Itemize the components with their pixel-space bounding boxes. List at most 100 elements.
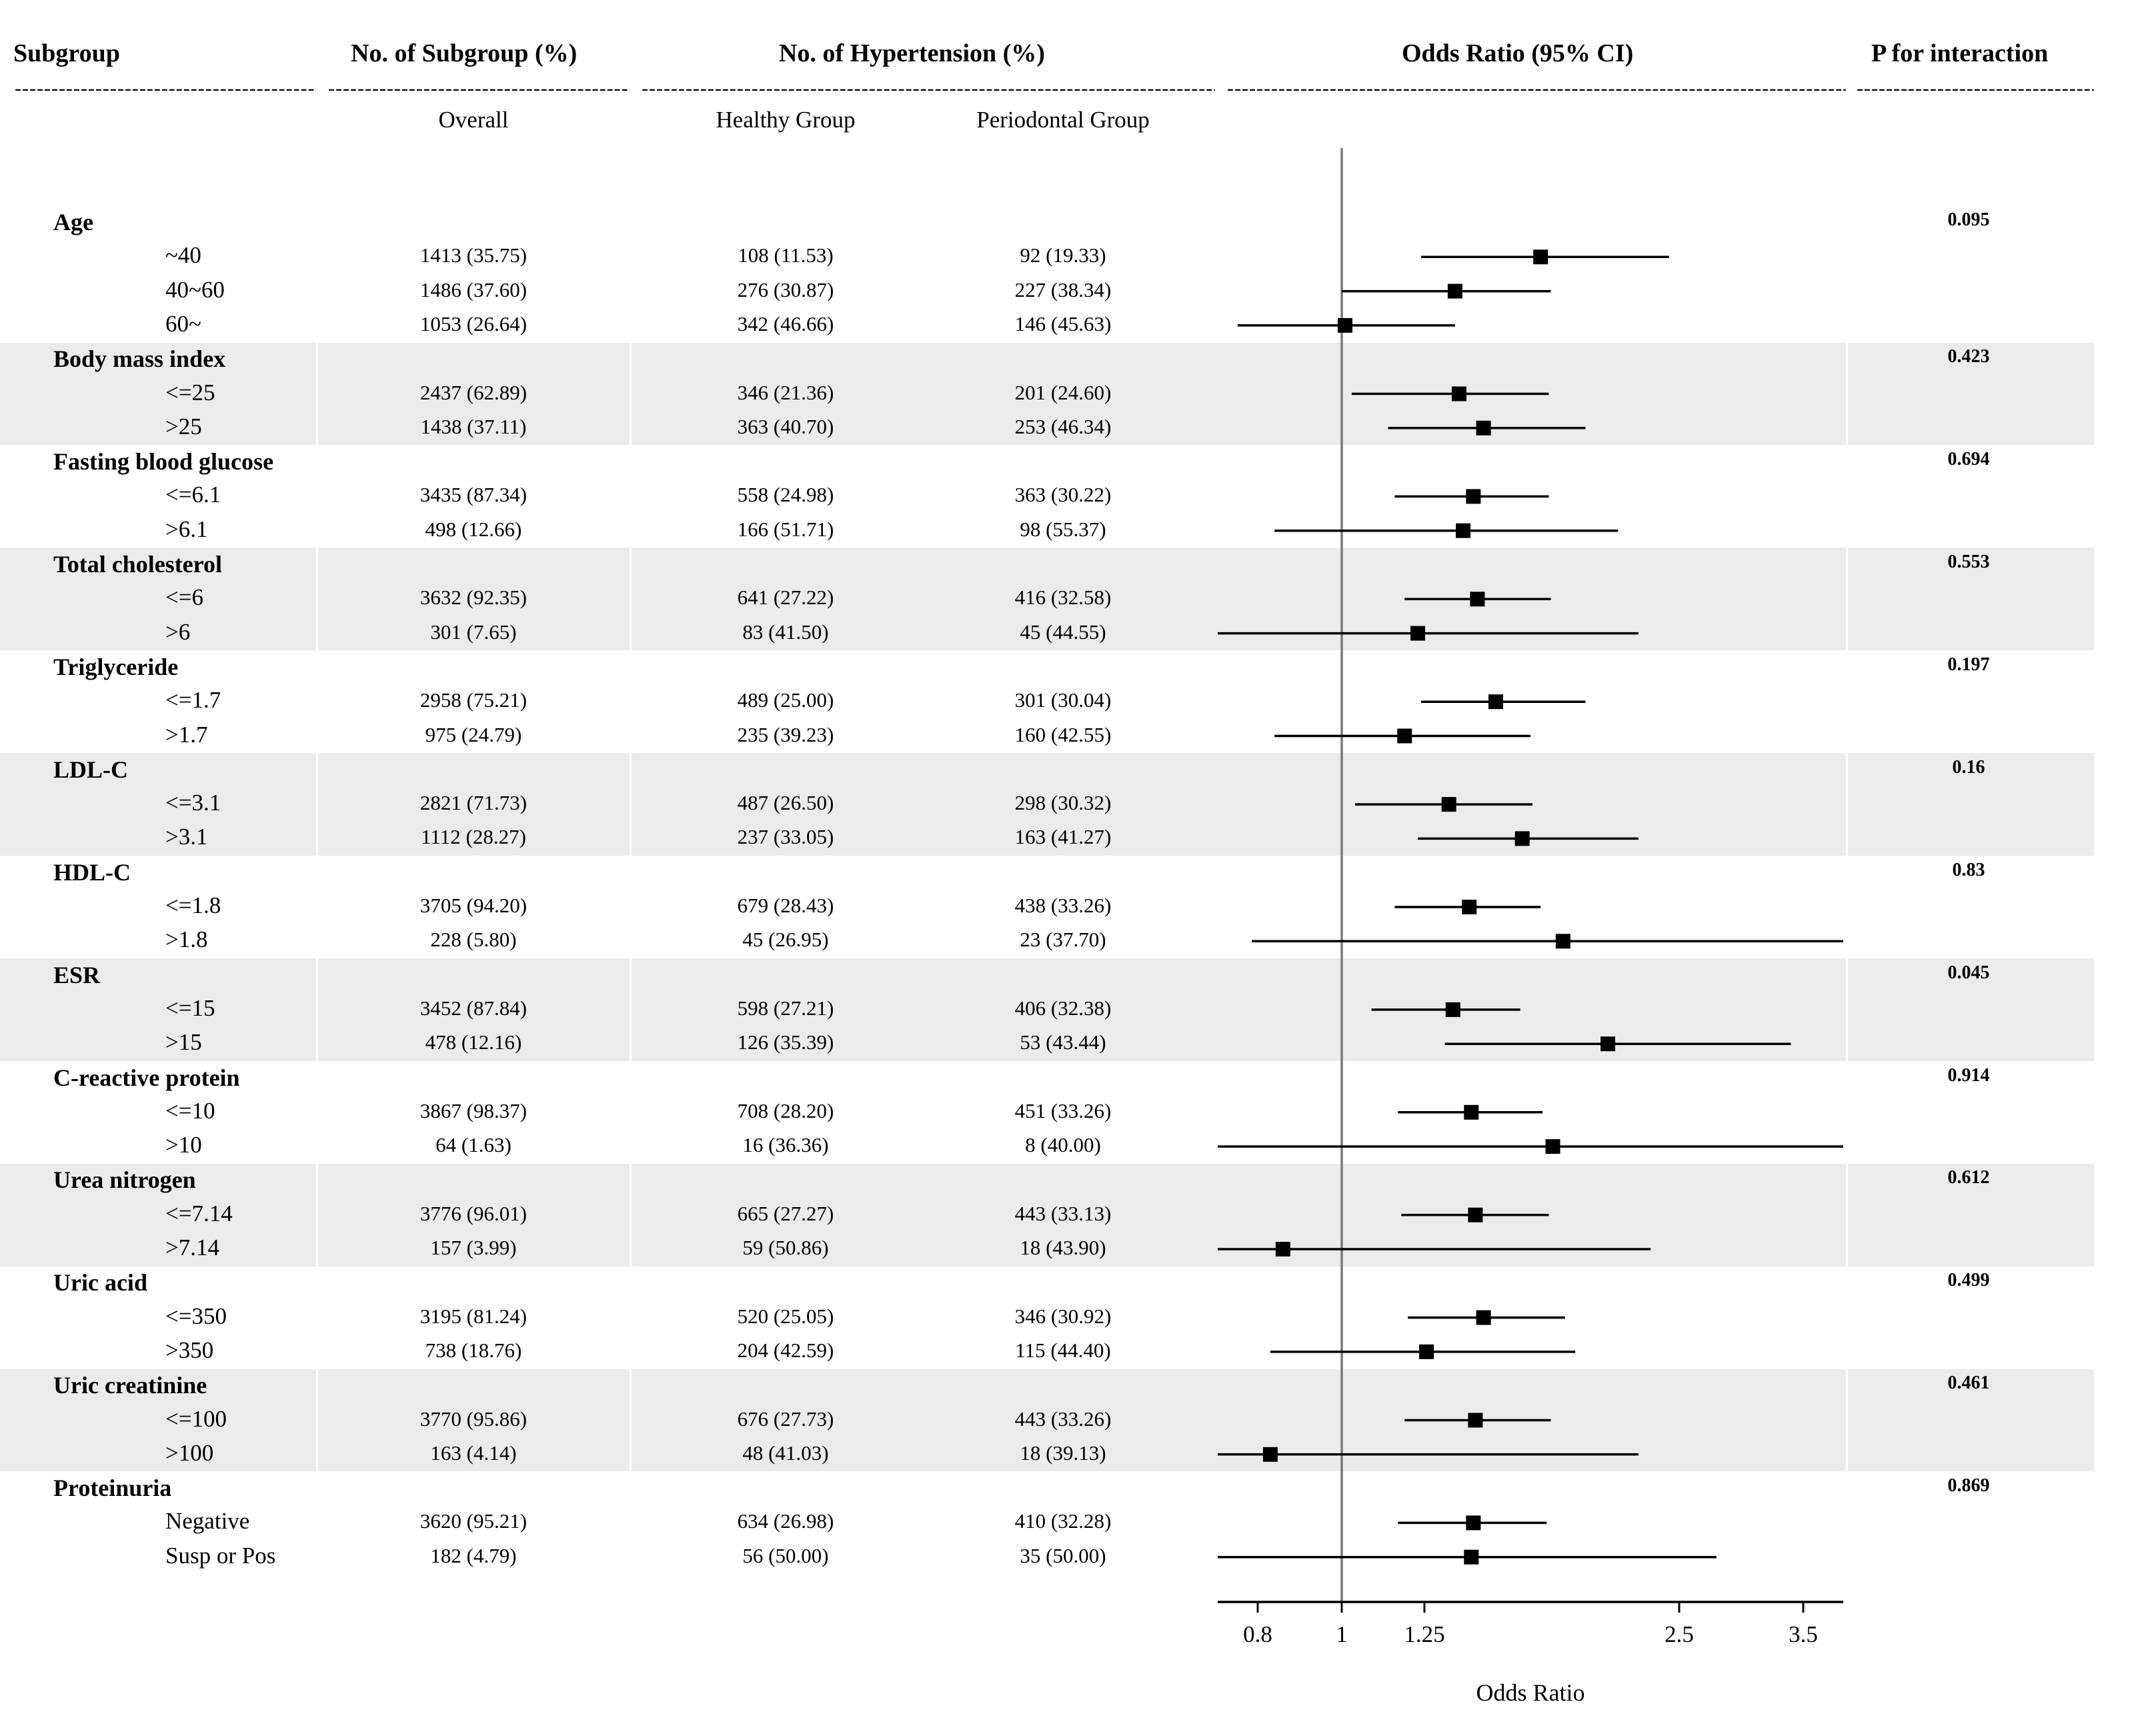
overall-count: 3195 (81.24): [419, 1304, 527, 1328]
healthy-count: 346 (21.36): [737, 380, 834, 404]
overall-count: 3452 (87.84): [419, 996, 527, 1020]
periodontal-count: 227 (38.34): [1014, 277, 1112, 301]
band-separator: [1846, 548, 1848, 651]
overall-count: 478 (12.16): [425, 1030, 522, 1054]
overall-count: 3705 (94.20): [419, 894, 527, 917]
overall-count: 3867 (98.37): [419, 1098, 527, 1122]
subgroup-label: <=100: [165, 1405, 227, 1432]
odds-ratio-point: [1555, 934, 1570, 949]
odds-ratio-point: [1533, 249, 1548, 265]
periodontal-count: 298 (30.32): [1014, 791, 1112, 815]
periodontal-count: 18 (39.13): [1020, 1441, 1106, 1465]
odds-ratio-point: [1464, 1549, 1479, 1565]
subgroup-label: <=6.1: [165, 482, 221, 508]
overall-count: 3776 (96.01): [419, 1201, 527, 1225]
group-label: ESR: [53, 961, 101, 988]
periodontal-count: 8 (40.00): [1025, 1133, 1101, 1157]
group-label: HDL-C: [53, 858, 131, 886]
band-separator: [630, 342, 632, 446]
overall-count: 228 (5.80): [430, 928, 517, 952]
overall-count: 2821 (71.73): [419, 791, 527, 815]
band-separator: [1846, 342, 1848, 446]
p-for-interaction-value: 0.423: [1947, 346, 1990, 367]
p-for-interaction-value: 0.553: [1947, 552, 1990, 572]
odds-ratio-point: [1462, 900, 1477, 914]
healthy-count: 56 (50.00): [742, 1543, 829, 1567]
odds-ratio-point: [1447, 283, 1462, 299]
overall-count: 3632 (92.35): [419, 586, 527, 610]
band-separator: [316, 753, 318, 856]
p-for-interaction-value: 0.095: [1947, 209, 1990, 230]
periodontal-count: 98 (55.37): [1020, 517, 1106, 541]
band-separator: [630, 1163, 632, 1266]
subgroup-label: >25: [165, 413, 202, 440]
subgroup-label: <=1.7: [165, 687, 221, 714]
healthy-count: 487 (26.50): [737, 791, 834, 815]
odds-ratio-point: [1476, 1310, 1491, 1325]
odds-ratio-point: [1445, 1002, 1460, 1017]
band-separator: [1846, 958, 1848, 1061]
group-label: Fasting blood glucose: [53, 448, 274, 476]
healthy-count: 634 (26.98): [737, 1509, 834, 1533]
odds-ratio-point: [1464, 1104, 1479, 1120]
subgroup-label: <=350: [165, 1303, 227, 1329]
p-for-interaction-value: 0.16: [1952, 756, 1985, 778]
periodontal-count: 443 (33.26): [1014, 1407, 1112, 1431]
header-number-of-hypertension: No. of Hypertension (%): [779, 39, 1045, 67]
p-for-interaction-value: 0.045: [1947, 962, 1990, 983]
subgroup-label: Susp or Pos: [165, 1542, 276, 1569]
p-for-interaction-value: 0.461: [1947, 1373, 1990, 1394]
periodontal-count: 451 (33.26): [1014, 1098, 1112, 1122]
header-rule-number-of-subgroup: ----------------------------------------…: [328, 79, 630, 99]
subgroup-label: <=15: [165, 994, 215, 1021]
header-rule-subgroup: ----------------------------------------…: [15, 79, 316, 99]
odds-ratio-point: [1488, 694, 1503, 710]
subgroup-label: >7.14: [165, 1234, 219, 1260]
odds-ratio-point: [1262, 1447, 1278, 1462]
odds-ratio-point: [1600, 1036, 1616, 1052]
healthy-count: 166 (51.71): [737, 517, 834, 541]
x-axis-tick-label: 1.25: [1404, 1621, 1444, 1647]
healthy-count: 489 (25.00): [737, 688, 834, 712]
subgroup-label: 60~: [165, 310, 201, 337]
p-for-interaction-value: 0.694: [1947, 449, 1990, 470]
odds-ratio-point: [1476, 420, 1491, 436]
band-separator: [316, 1163, 318, 1266]
band-separator: [1846, 1163, 1848, 1266]
subheader-overall: Overall: [438, 107, 509, 133]
healthy-count: 59 (50.86): [742, 1236, 829, 1259]
healthy-count: 676 (27.73): [737, 1407, 834, 1431]
group-label: Uric acid: [53, 1269, 147, 1296]
subgroup-label: <=25: [165, 379, 215, 405]
p-for-interaction-value: 0.612: [1947, 1167, 1990, 1188]
healthy-count: 342 (46.66): [737, 311, 834, 335]
odds-ratio-point: [1275, 1242, 1290, 1256]
overall-count: 163 (4.14): [430, 1441, 517, 1465]
x-axis-tick-label: 0.8: [1243, 1621, 1272, 1647]
healthy-count: 16 (36.36): [742, 1133, 829, 1157]
healthy-count: 558 (24.98): [737, 483, 834, 507]
subgroup-label: <=10: [165, 1097, 215, 1124]
odds-ratio-point: [1468, 1207, 1483, 1222]
group-label: Proteinuria: [53, 1475, 172, 1502]
band-separator: [630, 548, 632, 651]
odds-ratio-point: [1410, 626, 1426, 641]
overall-count: 1413 (35.75): [419, 243, 527, 267]
header-rule-number-of-hypertension: ----------------------------------------…: [642, 79, 1215, 99]
periodontal-count: 53 (43.44): [1020, 1030, 1106, 1054]
p-for-interaction-value: 0.197: [1947, 654, 1990, 675]
odds-ratio-point: [1470, 592, 1485, 607]
band-separator: [316, 958, 318, 1061]
band-separator: [1846, 753, 1848, 856]
group-band: [0, 342, 2094, 446]
group-label: Age: [53, 209, 93, 235]
healthy-count: 48 (41.03): [742, 1441, 829, 1465]
group-label: LDL-C: [53, 756, 129, 783]
healthy-count: 598 (27.21): [737, 996, 834, 1020]
header-rule-p-for-interaction: ----------------------------------------…: [1857, 79, 2094, 99]
group-band: [0, 1163, 2094, 1266]
healthy-count: 665 (27.27): [737, 1201, 834, 1225]
overall-count: 738 (18.76): [425, 1338, 522, 1362]
